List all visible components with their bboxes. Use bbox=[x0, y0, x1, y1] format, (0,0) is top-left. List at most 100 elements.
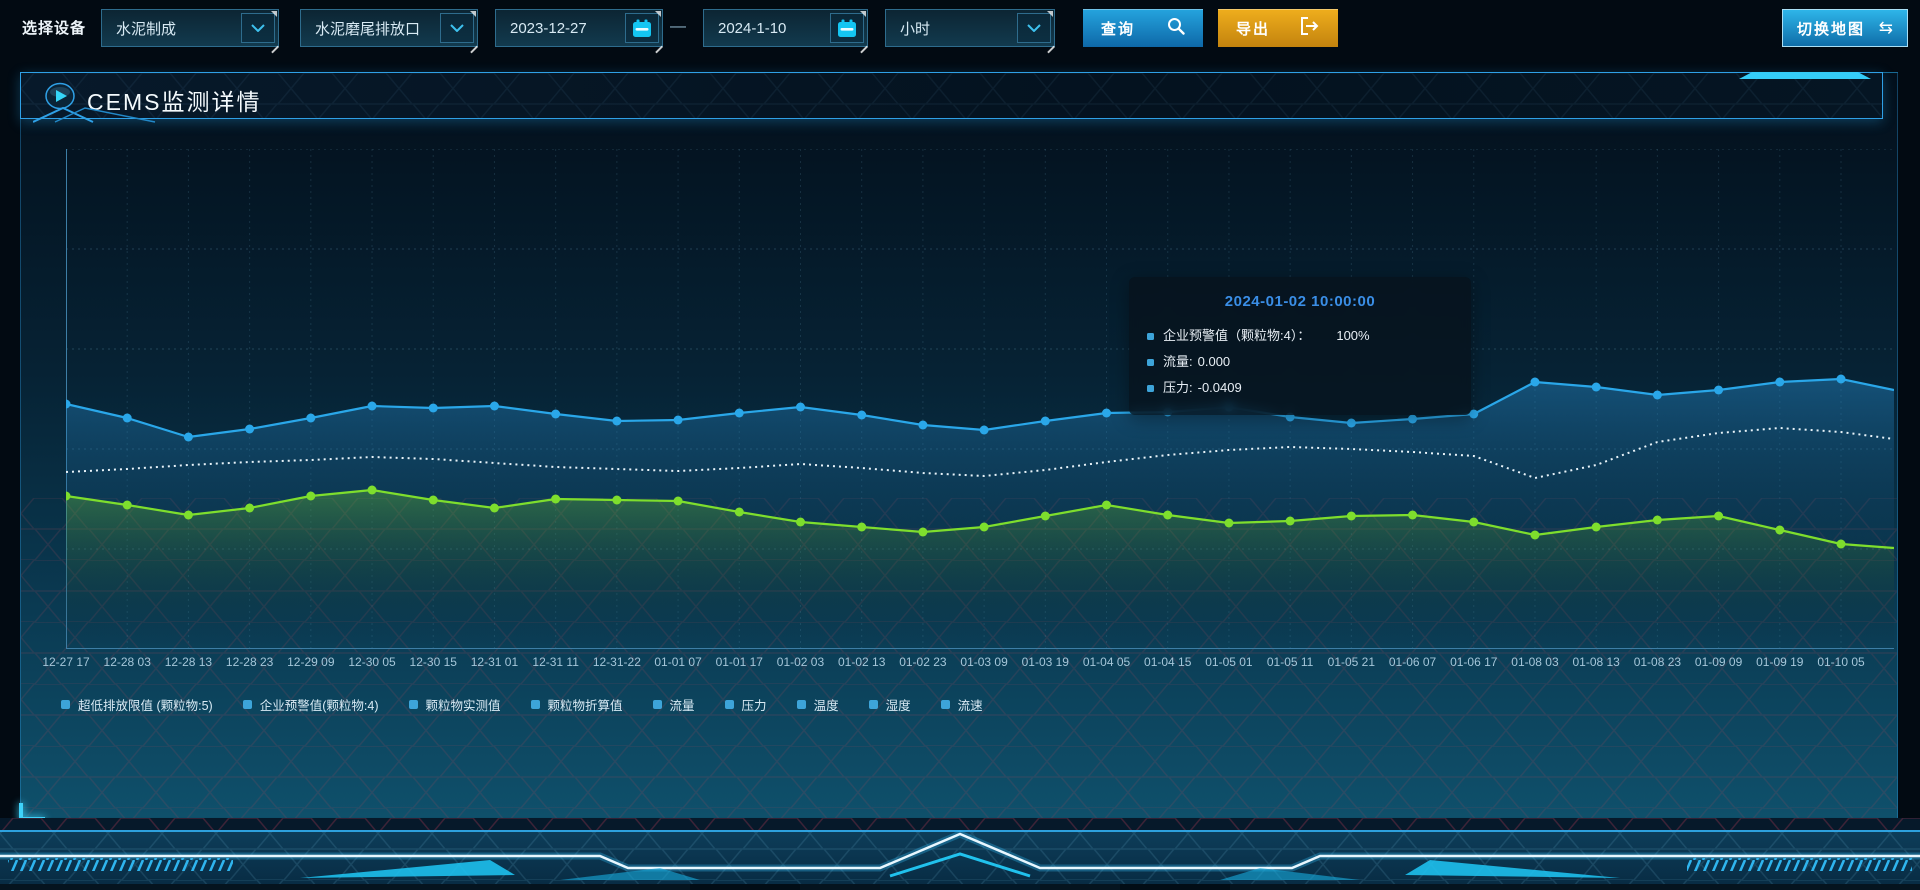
data-point bbox=[551, 409, 561, 419]
export-button[interactable]: 导出 bbox=[1218, 9, 1338, 47]
interval-value: 小时 bbox=[900, 20, 931, 38]
data-point bbox=[1652, 390, 1662, 400]
chevron-down-icon[interactable] bbox=[440, 13, 474, 43]
x-axis-label: 12-31 11 bbox=[532, 655, 579, 669]
switch-arrows-icon: ⇆ bbox=[1878, 18, 1893, 37]
calendar-icon[interactable] bbox=[830, 13, 864, 43]
end-date-input[interactable]: 2024-1-10 bbox=[703, 9, 868, 54]
legend-item[interactable]: 企业预警值(颗粒物:4) bbox=[242, 695, 379, 714]
x-axis-label: 01-08 03 bbox=[1511, 655, 1559, 669]
panel-header: CEMS监测详情 bbox=[20, 72, 1883, 123]
x-axis-label: 12-31 01 bbox=[470, 655, 519, 669]
data-point bbox=[612, 416, 622, 426]
data-point bbox=[1714, 511, 1724, 521]
cems-trend-chart[interactable] bbox=[61, 148, 1895, 650]
data-point bbox=[1530, 377, 1540, 387]
x-axis-label: 12-30 05 bbox=[348, 655, 396, 669]
panel-title: CEMS监测详情 bbox=[87, 89, 262, 115]
data-point bbox=[1469, 517, 1479, 527]
data-point bbox=[245, 503, 255, 513]
corner-decoration bbox=[860, 11, 866, 17]
start-date-input[interactable]: 2023-12-27 bbox=[495, 9, 663, 54]
x-axis-labels: 12-27 17 12-28 03 12-28 13 12-28 23 12-29 09… bbox=[21, 655, 1899, 675]
x-axis-label: 01-04 15 bbox=[1144, 655, 1192, 669]
legend-item[interactable]: 温度 bbox=[796, 695, 839, 714]
data-point bbox=[1224, 518, 1234, 528]
data-point bbox=[979, 522, 989, 532]
data-point bbox=[367, 401, 377, 411]
legend-marker-icon bbox=[796, 700, 806, 709]
x-axis-label: 01-02 23 bbox=[899, 655, 947, 669]
data-point bbox=[734, 408, 744, 418]
x-axis-label: 01-05 11 bbox=[1266, 655, 1314, 669]
device-type-value: 水泥制成 bbox=[116, 20, 177, 38]
data-point bbox=[734, 507, 744, 517]
data-point bbox=[1591, 382, 1601, 392]
corner-decoration bbox=[271, 45, 279, 54]
x-axis-label: 01-08 13 bbox=[1572, 655, 1620, 669]
x-axis-label: 01-02 13 bbox=[838, 655, 886, 669]
data-point bbox=[1102, 408, 1112, 418]
data-point bbox=[979, 425, 989, 435]
export-icon bbox=[1300, 17, 1320, 39]
cems-detail-panel: CEMS监测详情 12-27 17 12-28 03 12-28 13 12-28 2… bbox=[19, 72, 1899, 821]
x-axis-label: 01-01 17 bbox=[715, 655, 763, 669]
chart-legend: 超低排放限值 (颗粒物:5) 企业预警值(颗粒物:4) 颗粒物实测值 颗粒物折算值 流量… bbox=[61, 695, 983, 714]
chart-tooltip: 2024-01-02 10:00:00 企业预警值（颗粒物:4）： 100% 流量:… bbox=[1129, 277, 1471, 415]
legend-item[interactable]: 压力 bbox=[724, 695, 767, 714]
data-point bbox=[1775, 377, 1785, 387]
x-axis-label: 12-28 23 bbox=[225, 655, 274, 669]
corner-decoration bbox=[1047, 45, 1055, 54]
device-type-select[interactable]: 水泥制成 bbox=[101, 9, 279, 54]
series-area-2 bbox=[66, 490, 1894, 649]
legend-item[interactable]: 颗粒物折算值 bbox=[530, 695, 623, 714]
data-point bbox=[1836, 539, 1846, 549]
data-point bbox=[612, 495, 622, 505]
legend-marker-icon bbox=[530, 700, 540, 709]
data-point bbox=[857, 522, 867, 532]
corner-decoration bbox=[470, 45, 478, 54]
legend-item[interactable]: 超低排放限值 (颗粒物:5) bbox=[61, 695, 213, 714]
legend-marker-icon bbox=[408, 700, 418, 709]
calendar-icon[interactable] bbox=[625, 13, 659, 43]
outlet-select[interactable]: 水泥磨尾排放口 bbox=[300, 9, 478, 54]
data-point bbox=[183, 510, 193, 520]
data-point bbox=[1346, 511, 1356, 521]
data-point bbox=[1346, 418, 1356, 428]
series-marker-icon bbox=[1147, 384, 1154, 392]
x-axis-label: 01-06 07 bbox=[1388, 655, 1437, 669]
legend-item[interactable]: 流量 bbox=[652, 695, 695, 714]
search-icon bbox=[1167, 17, 1185, 39]
x-axis-label: 01-06 17 bbox=[1450, 655, 1498, 669]
x-axis-label: 01-03 19 bbox=[1021, 655, 1069, 669]
header-accent-notch bbox=[1739, 72, 1871, 79]
x-axis-label: 01-09 09 bbox=[1694, 655, 1743, 669]
data-point bbox=[795, 402, 805, 412]
x-axis-label: 01-08 23 bbox=[1633, 655, 1682, 669]
data-point bbox=[1285, 516, 1295, 526]
corner-decoration bbox=[470, 11, 476, 17]
data-point bbox=[428, 495, 438, 505]
legend-marker-icon bbox=[940, 700, 950, 709]
legend-item[interactable]: 流速 bbox=[940, 695, 983, 714]
chevron-down-icon[interactable] bbox=[1017, 13, 1051, 43]
series-line-1 bbox=[65, 427, 1895, 479]
legend-item[interactable]: 颗粒物实测值 bbox=[408, 695, 501, 714]
tooltip-row: 企业预警值（颗粒物:4）： 100% bbox=[1147, 323, 1453, 349]
switch-map-label: 切换地图 bbox=[1797, 20, 1866, 38]
switch-map-button[interactable]: 切换地图 ⇆ bbox=[1782, 9, 1908, 47]
corner-decoration bbox=[655, 45, 663, 54]
query-button[interactable]: 查询 bbox=[1083, 9, 1203, 47]
legend-item[interactable]: 湿度 bbox=[868, 695, 911, 714]
data-point bbox=[1530, 530, 1540, 540]
corner-decoration bbox=[271, 11, 277, 17]
data-point bbox=[673, 415, 683, 425]
legend-marker-icon bbox=[242, 700, 252, 709]
chevron-down-icon[interactable] bbox=[241, 13, 275, 43]
start-date-value: 2023-12-27 bbox=[510, 19, 587, 37]
data-point bbox=[489, 401, 499, 411]
interval-select[interactable]: 小时 bbox=[885, 9, 1055, 54]
data-point bbox=[551, 494, 561, 504]
data-point bbox=[306, 413, 316, 423]
series-marker-icon bbox=[1147, 332, 1154, 340]
